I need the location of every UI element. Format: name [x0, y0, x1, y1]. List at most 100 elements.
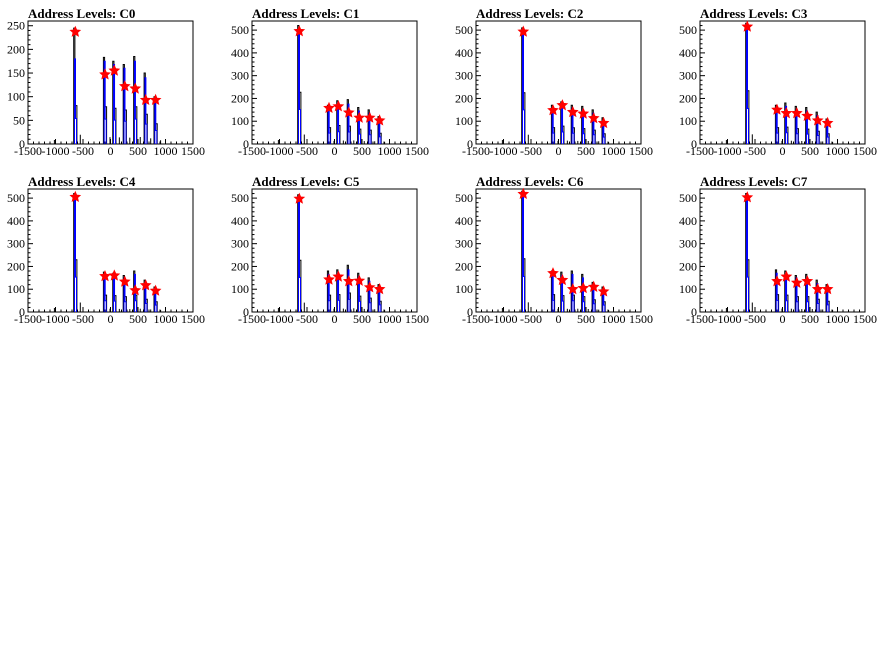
y-tick-label: 400: [231, 214, 249, 228]
histogram-inner-bin: [785, 273, 789, 312]
x-tick-label: 1500: [405, 312, 429, 326]
peak-marker: [139, 93, 152, 106]
histogram-inner-bin: [113, 64, 117, 144]
x-tick-label: 500: [577, 144, 595, 158]
histogram-inner-bin: [746, 195, 749, 312]
x-tick-label: 0: [332, 312, 338, 326]
x-tick-label: -1500: [462, 144, 490, 158]
x-tick-label: 1500: [181, 144, 205, 158]
plot-frame: [27, 20, 194, 145]
y-tick-label: 100: [231, 114, 249, 128]
panel-title: Address Levels: C1: [252, 6, 359, 21]
x-tick-label: 0: [556, 312, 562, 326]
peak-marker: [129, 82, 142, 94]
x-tick-label: 1500: [629, 144, 653, 158]
x-tick-label: -500: [296, 312, 318, 326]
panel-title: Address Levels: C4: [28, 174, 136, 189]
y-tick-label: 500: [231, 23, 249, 37]
peak-marker: [108, 64, 121, 76]
x-tick-label: 500: [801, 144, 819, 158]
x-tick-label: -1500: [686, 144, 714, 158]
y-tick-label: 100: [231, 282, 249, 296]
y-tick-label: 500: [455, 191, 473, 205]
peak-marker: [547, 267, 559, 279]
x-tick-label: -500: [744, 312, 766, 326]
histogram-inner-bin: [144, 77, 148, 144]
y-tick-label: 200: [7, 259, 25, 273]
x-tick-label: 1000: [826, 144, 850, 158]
y-tick-label: 500: [679, 191, 697, 205]
x-tick-label: 0: [780, 144, 786, 158]
x-tick-label: 1000: [826, 312, 850, 326]
panel-c1: Address Levels: C1-1500 -1000 -500 0 500 1000…: [231, 6, 429, 158]
x-tick-label: -500: [744, 144, 766, 158]
x-tick-label: -1500: [14, 144, 42, 158]
y-tick-label: 200: [679, 259, 697, 273]
histogram-inner-bin: [775, 107, 779, 144]
peak-marker: [363, 281, 376, 293]
peak-marker: [821, 282, 834, 295]
peak-marker: [129, 284, 142, 296]
peak-marker: [353, 111, 366, 123]
histogram-inner-bin: [347, 269, 351, 312]
histogram-inner-bin: [551, 272, 555, 312]
y-tick-label: 200: [455, 91, 473, 105]
y-tick-label: 400: [7, 214, 25, 228]
peak-marker: [332, 270, 345, 282]
y-tick-label: 0: [467, 137, 473, 151]
peak-marker: [363, 111, 376, 123]
y-tick-label: 50: [13, 113, 25, 127]
peak-marker: [342, 106, 355, 118]
panel-c3: Address Levels: C3-1500 -1000 -500 0 500 1000…: [679, 6, 877, 158]
histogram-inner-bin: [74, 195, 77, 312]
peak-marker: [801, 109, 814, 122]
plot-frame: [475, 188, 642, 313]
peak-marker: [342, 275, 355, 287]
y-tick-label: 0: [243, 305, 249, 319]
histogram-inner-bin: [133, 60, 137, 144]
peak-marker: [547, 104, 559, 116]
y-tick-label: 300: [231, 69, 249, 83]
plot-frame: [699, 20, 866, 145]
peak-marker: [566, 282, 579, 295]
x-tick-label: -1000: [266, 144, 294, 158]
y-tick-label: 0: [243, 137, 249, 151]
peak-marker: [517, 25, 530, 37]
y-tick-label: 300: [7, 237, 25, 251]
peak-marker: [69, 190, 82, 203]
y-tick-label: 100: [7, 282, 25, 296]
x-tick-label: 1500: [853, 144, 877, 158]
y-tick-label: 400: [679, 214, 697, 228]
x-tick-label: -1000: [490, 312, 518, 326]
x-tick-label: 0: [108, 144, 114, 158]
y-tick-label: 300: [231, 237, 249, 251]
histogram-inner-bin: [746, 25, 749, 144]
x-tick-label: 0: [556, 144, 562, 158]
x-tick-label: -1500: [14, 312, 42, 326]
x-tick-label: -1000: [714, 312, 742, 326]
peak-marker: [99, 68, 111, 80]
peak-marker: [556, 99, 569, 111]
histogram-inner-bin: [123, 67, 127, 144]
histogram-inner-bin: [298, 196, 301, 312]
y-tick-label: 200: [231, 259, 249, 273]
peak-marker: [149, 93, 162, 106]
peak-marker: [821, 116, 834, 129]
panel-c4: Address Levels: C4-1500 -1000 -500 0 500 1000…: [7, 174, 205, 326]
x-tick-label: 500: [353, 312, 371, 326]
x-tick-label: 0: [780, 312, 786, 326]
panel-title: Address Levels: C0: [28, 6, 135, 21]
x-tick-label: -1000: [266, 312, 294, 326]
x-tick-label: -500: [72, 312, 94, 326]
peak-marker: [577, 107, 590, 119]
histogram-inner-bin: [327, 107, 331, 144]
histogram-inner-bin: [522, 193, 525, 312]
peak-marker: [790, 106, 803, 119]
y-tick-label: 100: [679, 282, 697, 296]
peak-marker: [293, 192, 306, 204]
peak-marker: [566, 105, 579, 118]
peak-marker: [811, 282, 824, 295]
y-tick-label: 300: [455, 69, 473, 83]
y-tick-label: 0: [691, 305, 697, 319]
x-tick-label: -500: [520, 312, 542, 326]
